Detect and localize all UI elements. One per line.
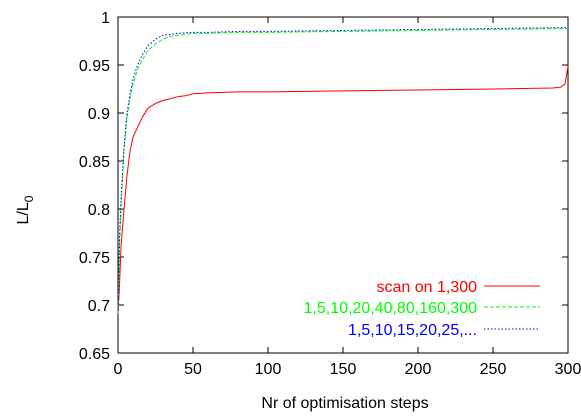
legend-entry-label: 1,5,10,20,40,80,160,300 — [304, 300, 478, 317]
legend: scan on 1,300 1,5,10,20,40,80,160,300 1,5,… — [304, 279, 540, 339]
y-tick-label: 0.85 — [79, 154, 110, 171]
series-line-3 — [117, 27, 569, 315]
series-line-2 — [117, 28, 569, 315]
legend-entry-label: 1,5,10,15,20,25,... — [348, 322, 477, 339]
legend-entry-label: scan on 1,300 — [376, 279, 477, 296]
axis-labels: Nr of optimisation steps L/L0 — [15, 195, 429, 412]
y-axis-label-main: L/L — [15, 202, 32, 224]
series-line-1 — [117, 65, 569, 315]
x-tick-label: 150 — [330, 361, 357, 378]
ticks-group: 0 50 100 150 200 250 300 0.65 0.7 0.75 0.8 0.85 0.9 0… — [79, 10, 581, 378]
y-axis-label: L/L0 — [15, 195, 36, 224]
y-tick-label: 0.9 — [88, 106, 110, 123]
x-tick-label: 300 — [555, 361, 581, 378]
y-tick-label: 0.65 — [79, 346, 110, 363]
y-tick-label: 0.75 — [79, 250, 110, 267]
x-tick-label: 250 — [480, 361, 507, 378]
y-axis-label-subscript: 0 — [22, 195, 36, 202]
x-tick-label: 0 — [114, 361, 123, 378]
y-tick-label: 0.7 — [88, 298, 110, 315]
y-tick-label: 0.8 — [88, 202, 110, 219]
x-tick-label: 50 — [184, 361, 202, 378]
x-axis-label: Nr of optimisation steps — [261, 395, 428, 412]
y-tick-label: 1 — [101, 10, 110, 27]
series-group — [117, 27, 569, 315]
x-tick-label: 200 — [405, 361, 432, 378]
y-tick-label: 0.95 — [79, 58, 110, 75]
x-tick-label: 100 — [255, 361, 282, 378]
